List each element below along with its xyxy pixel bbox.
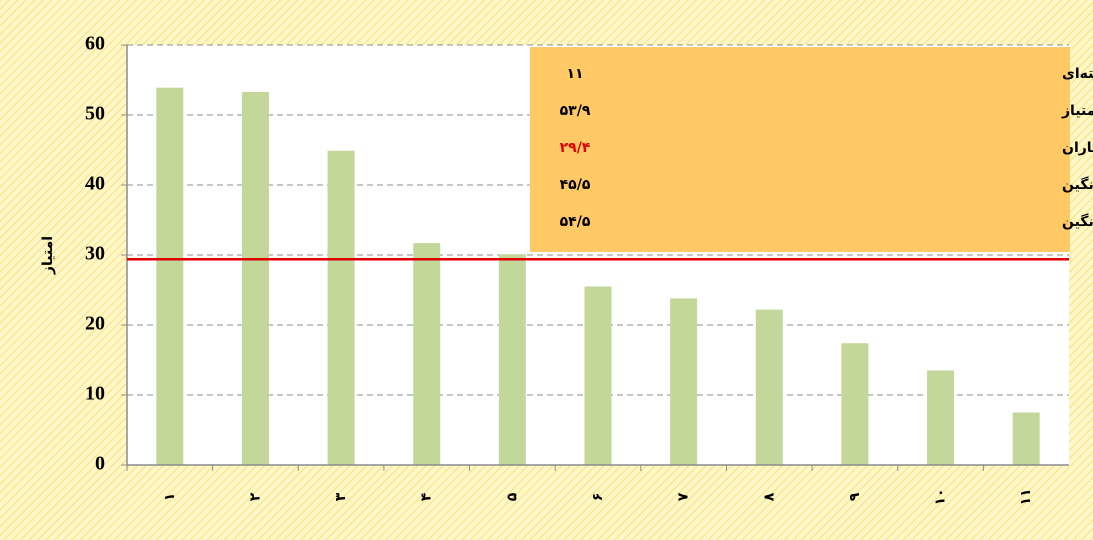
x-tick-label: ۹ [847,492,863,501]
bar [498,254,526,465]
bar [584,286,612,465]
y-tick-label: 20 [85,313,105,335]
stats-value: ۵۴/۵ [560,214,591,230]
bar [755,309,783,465]
x-tick-label: ۴ [419,492,435,501]
stats-box [530,47,1070,252]
x-tick-label: ۶ [590,493,606,502]
y-tick-label: 0 [95,453,105,475]
bar [327,150,355,465]
stats-value: ۱۱ [566,66,583,82]
bar [841,343,869,465]
bar [241,91,269,466]
stats-label: درصد همکاران با امتیاز بیش از میانگین [1062,176,1093,193]
stats-value: ۲۹/۴ [560,140,591,156]
bar [1012,412,1040,465]
x-tick-label: ۱۱ [1018,488,1034,505]
x-tick-label: ۱۰ [933,488,949,505]
bar [413,243,441,465]
bar [156,87,184,465]
x-tick-label: ۵ [504,492,520,501]
y-tick-label: 10 [85,383,105,405]
bar [927,370,955,465]
stats-label: درصد همکاران با امتیاز کم‌تر از میانگین [1062,213,1093,230]
stats-value: ۴۵/۵ [560,177,591,193]
stats-label: میانگین امتیاز همکاران [1062,139,1093,156]
x-tick-label: ۷ [676,492,692,501]
stats-label: تعداد همکاران با تخصص گلخانه و مشترک بین… [1062,65,1093,82]
bar [670,298,698,465]
y-tick-label: 50 [85,103,105,125]
x-tick-label: ۱ [162,493,178,502]
x-tick-label: ۸ [761,492,777,501]
y-axis-label: امتیاز [40,236,56,275]
stats-value: ۵۳/۹ [560,103,591,119]
x-tick-label: ۳ [333,492,349,501]
y-tick-label: 60 [85,33,105,55]
stats-label: بیش‌ترین امتیاز [1061,103,1093,119]
y-tick-label: 30 [85,243,105,265]
y-tick-label: 40 [85,173,105,195]
x-tick-label: ۲ [247,492,263,501]
